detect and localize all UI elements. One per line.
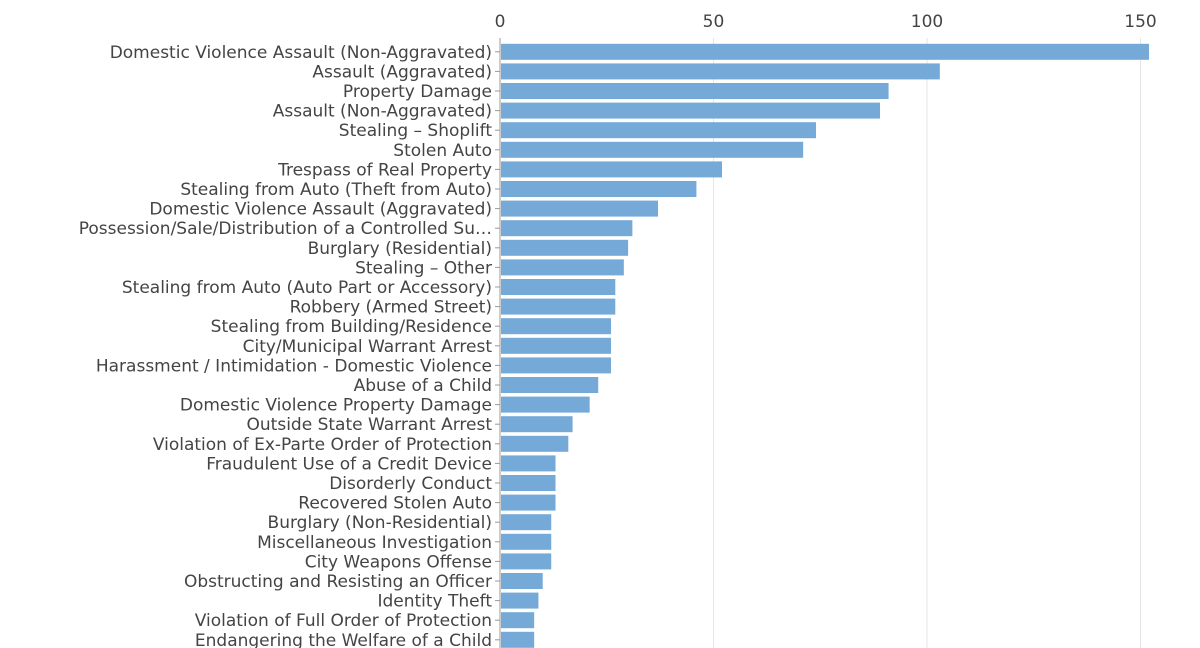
category-label: Recovered Stolen Auto <box>298 494 492 514</box>
bar[interactable] <box>501 181 697 197</box>
category-label: City Weapons Offense <box>305 552 492 572</box>
category-label: Disorderly Conduct <box>329 474 492 494</box>
x-axis-ticks: 0 50 100 150 <box>495 12 1157 32</box>
bar[interactable] <box>501 220 633 237</box>
bar[interactable] <box>501 122 816 139</box>
bar[interactable] <box>501 475 556 491</box>
category-label: Stolen Auto <box>393 141 492 161</box>
gridlines <box>713 38 1141 648</box>
bar[interactable] <box>501 416 573 433</box>
bar[interactable] <box>501 279 616 295</box>
bar[interactable] <box>501 396 590 413</box>
bar[interactable] <box>501 141 804 158</box>
bar[interactable] <box>501 357 612 374</box>
category-label: Stealing from Building/Residence <box>211 317 492 337</box>
bar[interactable] <box>501 239 629 256</box>
bar[interactable] <box>501 259 624 276</box>
category-label: Abuse of a Child <box>354 376 492 396</box>
category-label: Violation of Ex-Parte Order of Protectio… <box>153 435 492 455</box>
category-label: Endangering the Welfare of a Child <box>195 631 492 648</box>
bar[interactable] <box>501 318 612 335</box>
category-label: Outside State Warrant Arrest <box>247 415 493 435</box>
category-label: Violation of Full Order of Protection <box>195 611 492 631</box>
category-label: Burglary (Non-Residential) <box>268 513 492 533</box>
category-label: Assault (Aggravated) <box>312 62 492 82</box>
category-label: Identity Theft <box>377 592 492 612</box>
bars <box>501 43 1150 648</box>
category-label: Fraudulent Use of a Credit Device <box>206 454 492 474</box>
category-label: Harassment / Intimidation - Domestic Vio… <box>96 356 492 376</box>
bar[interactable] <box>501 553 552 570</box>
bar[interactable] <box>501 455 556 472</box>
category-label: City/Municipal Warrant Arrest <box>243 337 493 357</box>
bar[interactable] <box>501 298 616 315</box>
category-label: Possession/Sale/Distribution of a Contro… <box>79 219 492 239</box>
bar[interactable] <box>501 592 539 609</box>
category-label: Stealing – Shoplift <box>339 121 493 141</box>
category-label: Domestic Violence Property Damage <box>180 396 492 416</box>
bar[interactable] <box>501 573 543 589</box>
bar[interactable] <box>501 83 889 99</box>
bar[interactable] <box>501 494 556 511</box>
category-label: Domestic Violence Assault (Non-Aggravate… <box>110 43 492 63</box>
bar[interactable] <box>501 63 940 80</box>
x-tick-label: 0 <box>495 12 506 32</box>
category-label: Stealing from Auto (Theft from Auto) <box>180 180 492 200</box>
category-label: Domestic Violence Assault (Aggravated) <box>149 200 492 220</box>
x-tick-label: 50 <box>703 12 725 32</box>
category-label: Trespass of Real Property <box>277 160 492 180</box>
bar[interactable] <box>501 337 612 354</box>
bar[interactable] <box>501 102 881 119</box>
bar[interactable] <box>501 514 552 531</box>
category-labels: Domestic Violence Assault (Non-Aggravate… <box>79 43 500 648</box>
bar[interactable] <box>501 612 535 629</box>
bar[interactable] <box>501 533 552 550</box>
bar[interactable] <box>501 43 1150 60</box>
x-tick-label: 150 <box>1124 12 1156 32</box>
bar[interactable] <box>501 200 658 217</box>
category-label: Robbery (Armed Street) <box>290 298 492 318</box>
bar[interactable] <box>501 377 599 393</box>
category-label: Obstructing and Resisting an Officer <box>184 572 492 592</box>
bar[interactable] <box>501 161 723 178</box>
bar[interactable] <box>501 435 569 452</box>
category-label: Property Damage <box>343 82 492 102</box>
category-label: Burglary (Residential) <box>308 239 492 259</box>
bar[interactable] <box>501 631 535 648</box>
category-label: Stealing from Auto (Auto Part or Accesso… <box>122 278 492 298</box>
x-tick-label: 100 <box>911 12 943 32</box>
category-label: Miscellaneous Investigation <box>257 533 492 553</box>
category-label: Stealing – Other <box>355 258 492 278</box>
category-label: Assault (Non-Aggravated) <box>273 102 492 122</box>
